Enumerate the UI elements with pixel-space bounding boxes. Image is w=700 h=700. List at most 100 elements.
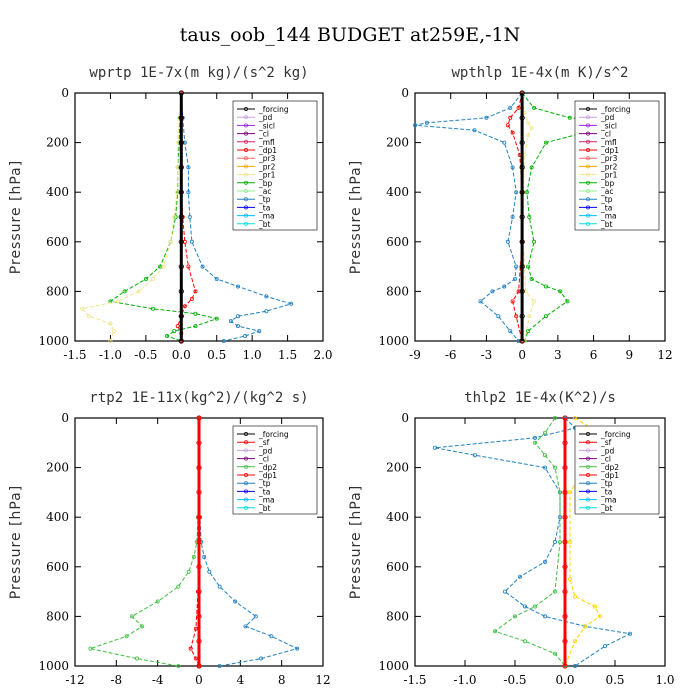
x-tick-label: 6 [590, 348, 598, 362]
series-point [191, 554, 196, 559]
x-tick-label: -3 [481, 348, 493, 362]
y-tick-label: 0 [61, 411, 69, 425]
legend-marker [244, 221, 248, 226]
legend-marker [244, 139, 248, 144]
series-point [264, 294, 269, 299]
y-tick-label: 400 [46, 185, 69, 199]
x-tick-label: 0 [195, 673, 203, 687]
legend-entry: _ta [258, 487, 270, 496]
legend-marker [244, 107, 248, 111]
x-tick-label: 2.0 [313, 348, 332, 362]
series-point [178, 288, 184, 294]
series-point [492, 629, 497, 634]
x-tick-label: -1.5 [403, 673, 426, 687]
y-tick-label: 200 [46, 461, 69, 475]
series-point [412, 123, 417, 128]
series-point [472, 453, 477, 458]
series-point [196, 464, 202, 471]
legend-marker [586, 440, 590, 445]
y-tick-label: 1000 [378, 334, 409, 348]
main-title: taus_oob_144 BUDGET at259E,-1N [179, 24, 521, 46]
series-point [628, 631, 633, 636]
series-point [510, 299, 515, 304]
series-point [178, 214, 184, 220]
series-point [558, 490, 563, 495]
series-point [88, 646, 93, 651]
series-point [553, 540, 558, 545]
series-point [150, 306, 155, 311]
series-point [150, 276, 155, 281]
series-point [176, 584, 181, 589]
panel-title: wprtp 1E-7x(m kg)/(s^2 kg) [89, 65, 308, 81]
y-tick-label: 1000 [38, 659, 69, 673]
series-point [527, 314, 532, 319]
legend-entry: _sicl [258, 121, 275, 130]
x-tick-label: 9 [625, 348, 633, 362]
series-point [269, 634, 274, 639]
series-point [80, 306, 85, 311]
series-point [108, 321, 113, 326]
legend-marker [586, 115, 590, 120]
series-point [598, 614, 603, 619]
y-axis-label: Pressure [hPa] [348, 485, 364, 599]
series-point [196, 415, 202, 421]
legend-marker [244, 481, 248, 486]
series-point [129, 614, 134, 619]
x-tick-label: -1.0 [453, 673, 476, 687]
legend-marker [586, 123, 590, 128]
series-point [186, 569, 191, 574]
series-point [214, 276, 219, 281]
series-point [519, 288, 525, 294]
series-point [217, 584, 222, 589]
legend-marker [586, 448, 590, 453]
y-tick-label: 1000 [38, 334, 69, 348]
y-tick-label: 600 [386, 560, 409, 574]
legend-marker [586, 497, 590, 502]
legend-marker [586, 432, 590, 436]
x-tick-label: 0 [518, 348, 526, 362]
series-point [186, 165, 191, 170]
series-point [529, 125, 534, 130]
series-point [532, 105, 537, 110]
series-point [526, 120, 531, 125]
legend-marker [586, 456, 590, 461]
series-point [134, 656, 139, 661]
series-point [295, 646, 300, 651]
series-point [221, 338, 226, 343]
y-tick-label: 600 [386, 235, 409, 249]
legend-marker [586, 107, 590, 111]
x-tick-label: -12 [65, 673, 84, 687]
legend-entry: _dp1 [258, 471, 277, 480]
x-tick-label: 3 [554, 348, 562, 362]
series-point [178, 164, 184, 170]
series-point [562, 613, 568, 620]
series-point [178, 313, 184, 319]
series-point [508, 105, 513, 110]
legend-entry: _cl [258, 455, 269, 464]
series-point [543, 284, 548, 289]
series-point [143, 276, 148, 281]
legend-entry: _bp [600, 179, 615, 188]
x-tick-label: 0.0 [172, 348, 191, 362]
series-point [186, 190, 191, 195]
legend-entry: _pd [600, 113, 615, 122]
series-point [519, 338, 525, 344]
legend-entry: _forcing [600, 105, 631, 114]
legend-entry: _pr1 [258, 171, 276, 180]
series-line [493, 417, 566, 667]
series-point [178, 338, 184, 344]
series-point [565, 299, 570, 304]
series-point [519, 214, 525, 220]
legend-marker [244, 432, 248, 436]
series-point [505, 239, 510, 244]
legend-entry: _bt [600, 220, 613, 229]
legend-marker [244, 164, 248, 169]
x-tick-label: 12 [315, 673, 330, 687]
series-point [568, 577, 573, 582]
series-point [543, 559, 548, 564]
series-point [496, 314, 501, 319]
series-point [173, 214, 178, 219]
